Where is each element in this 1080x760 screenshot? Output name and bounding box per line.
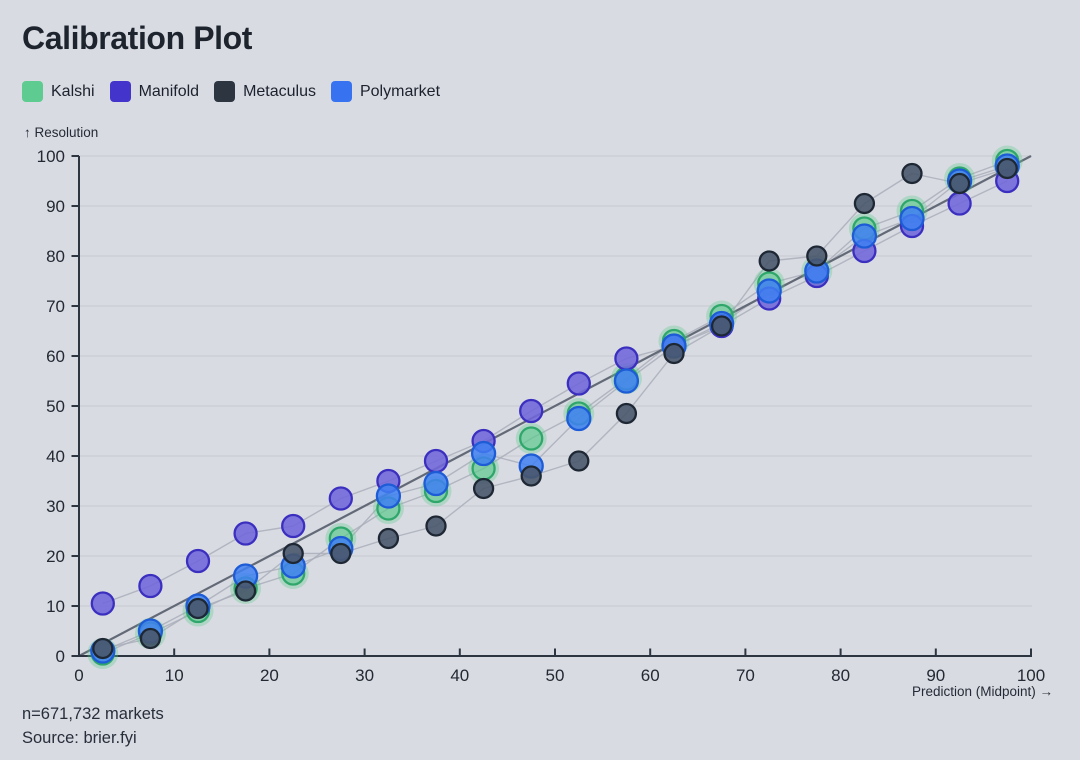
legend-swatch-manifold — [109, 81, 131, 102]
metaculus-data-point — [187, 597, 209, 620]
manifold-data-point — [328, 486, 353, 511]
polymarket-data-point — [899, 205, 925, 232]
polymarket-data-point — [613, 368, 640, 394]
metaculus-data-point — [330, 542, 352, 565]
manifold-data-point — [947, 191, 972, 216]
manifold-data-point — [566, 371, 591, 396]
y-tick-label-0: 0 — [56, 647, 65, 666]
manifold-data-point — [423, 448, 449, 474]
manifold-data-point — [281, 513, 306, 539]
legend-item-polymarket: Polymarket — [330, 81, 441, 102]
metaculus-data-point — [92, 637, 114, 660]
polymarket-data-point — [851, 223, 878, 249]
metaculus-data-point — [568, 450, 590, 472]
metaculus-data-point — [853, 192, 876, 215]
manifold-data-point — [90, 591, 115, 616]
kalshi-data-point — [519, 426, 544, 451]
polymarket-data-point — [375, 483, 402, 509]
metaculus-data-point — [948, 172, 971, 195]
polymarket-data-point — [470, 440, 497, 467]
legend-label-metaculus: Metaculus — [243, 82, 316, 100]
x-axis-label: Prediction (Midpoint) → — [911, 684, 1053, 699]
x-tick-label-100: 100 — [1017, 666, 1045, 685]
metaculus-data-point — [615, 402, 638, 425]
metaculus-data-point — [282, 542, 304, 565]
x-tick-label-40: 40 — [450, 666, 469, 685]
x-tick-label-60: 60 — [641, 666, 660, 685]
manifold-data-point — [519, 398, 544, 424]
metaculus-data-point — [710, 315, 733, 337]
metaculus-data-point — [758, 250, 780, 272]
x-tick-label-70: 70 — [736, 666, 755, 685]
y-tick-label-40: 40 — [46, 447, 65, 466]
legend-label-manifold: Manifold — [138, 82, 200, 100]
legend-swatch-polymarket — [330, 81, 352, 102]
legend-label-kalshi: Kalshi — [51, 82, 95, 100]
legend-item-metaculus: Metaculus — [214, 81, 316, 102]
metaculus-data-point — [472, 477, 495, 500]
metaculus-data-point — [663, 342, 685, 365]
x-tick-label-30: 30 — [355, 666, 374, 685]
metaculus-data-point — [996, 157, 1018, 180]
chart-legend: Kalshi Manifold Metaculus Polymarket — [22, 81, 440, 102]
sample-size-note: n=671,732 markets — [22, 705, 164, 723]
metaculus-data-point — [139, 627, 162, 650]
legend-item-manifold: Manifold — [109, 81, 200, 102]
y-tick-label-30: 30 — [46, 497, 65, 516]
legend-swatch-kalshi — [22, 81, 43, 102]
source-note: Source: brier.fyi — [22, 729, 137, 747]
y-tick-label-100: 100 — [37, 147, 65, 166]
polymarket-data-point — [423, 470, 449, 497]
x-tick-label-90: 90 — [926, 666, 945, 685]
legend-swatch-metaculus — [214, 81, 236, 102]
legend-label-polymarket: Polymarket — [359, 82, 441, 100]
y-tick-label-50: 50 — [46, 397, 65, 416]
metaculus-data-point — [806, 245, 828, 267]
legend-item-kalshi: Kalshi — [22, 81, 95, 102]
y-tick-label-90: 90 — [46, 197, 65, 216]
metaculus-data-point — [425, 515, 447, 537]
x-tick-label-20: 20 — [260, 666, 279, 685]
polymarket-data-point — [756, 278, 782, 304]
manifold-data-point — [614, 346, 639, 371]
y-axis-label: ↑ Resolution — [24, 125, 99, 140]
y-tick-label-60: 60 — [46, 347, 65, 366]
y-tick-label-70: 70 — [46, 297, 65, 316]
manifold-data-point — [138, 573, 163, 599]
manifold-data-point — [233, 521, 258, 546]
y-tick-label-20: 20 — [46, 547, 65, 566]
x-tick-label-0: 0 — [74, 666, 83, 685]
metaculus-data-point — [520, 465, 542, 487]
x-tick-label-50: 50 — [546, 666, 565, 685]
metaculus-data-point — [901, 162, 923, 185]
x-tick-label-80: 80 — [831, 666, 850, 685]
manifold-data-point — [185, 548, 211, 574]
x-tick-label-10: 10 — [165, 666, 184, 685]
metaculus-data-point — [234, 580, 257, 602]
y-tick-label-10: 10 — [46, 597, 65, 616]
chart-title: Calibration Plot — [22, 20, 253, 56]
chart-footer: n=671,732 markets Source: brier.fyi — [22, 702, 164, 750]
polymarket-data-point — [566, 405, 592, 432]
metaculus-data-point — [377, 527, 400, 550]
y-tick-label-80: 80 — [46, 247, 65, 266]
